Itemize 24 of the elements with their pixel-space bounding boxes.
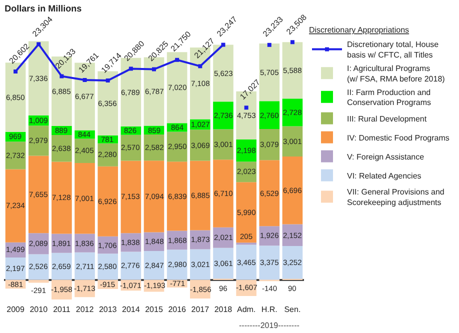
x-tick-label: 2011 bbox=[53, 305, 71, 314]
x-tick-label: Adm. bbox=[236, 305, 256, 314]
legend-label: IV: Domestic Food Programs bbox=[347, 133, 450, 142]
legend-label: VI: Related Agencies bbox=[347, 171, 422, 180]
x-tick-label: Sen. bbox=[284, 305, 301, 314]
legend-label: III: Rural Development bbox=[347, 114, 428, 124]
text: Dollars in Millions bbox=[4, 3, 82, 14]
x-tick-label: 2010 bbox=[30, 305, 48, 314]
x-tick-label: 2015 bbox=[145, 305, 164, 314]
x-tick-label: 2009 bbox=[6, 305, 25, 314]
x-tick-label: 2016 bbox=[168, 305, 187, 314]
legend-label: II: Farm Production and Conservation Programs bbox=[347, 88, 432, 108]
legend-label: VII: General Provisions and Scorekeeping adjustments bbox=[347, 188, 444, 208]
x-tick-label: 2012 bbox=[76, 305, 94, 314]
legend-label: Discretionary total, House basis w/ CFTC, all Titles bbox=[347, 40, 440, 60]
x-tick-label: H.R. bbox=[261, 305, 278, 314]
legend-title: Discretionary Appropriations bbox=[309, 25, 410, 34]
legend-label: I: Agricultural Programs (w/ FSA, RMA before 2018) bbox=[347, 64, 446, 84]
x-tick-label: 2013 bbox=[98, 305, 118, 314]
x-tick-label: 2018 bbox=[214, 305, 233, 314]
legend-label: V: Foreign Assistance bbox=[347, 152, 425, 162]
x-tick-label: 2014 bbox=[122, 305, 140, 314]
x-tick-label: 2017 bbox=[191, 305, 210, 314]
text: --------2019-------- bbox=[239, 321, 300, 330]
